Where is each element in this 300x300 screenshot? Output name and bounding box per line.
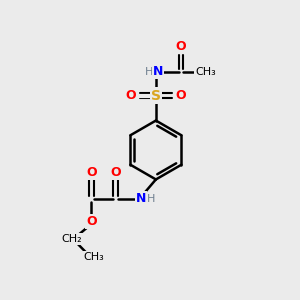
Text: O: O	[86, 215, 97, 228]
Text: CH₃: CH₃	[195, 67, 216, 77]
Text: O: O	[86, 166, 97, 178]
Text: CH₃: CH₃	[83, 252, 104, 262]
Text: O: O	[176, 40, 186, 53]
Text: N: N	[153, 65, 164, 79]
Text: S: S	[151, 88, 161, 103]
Text: H: H	[147, 194, 155, 204]
Text: N: N	[136, 192, 146, 205]
Text: O: O	[110, 166, 121, 178]
Text: CH₂: CH₂	[61, 234, 82, 244]
Text: O: O	[126, 89, 136, 102]
Text: O: O	[175, 89, 186, 102]
Text: H: H	[145, 67, 154, 77]
